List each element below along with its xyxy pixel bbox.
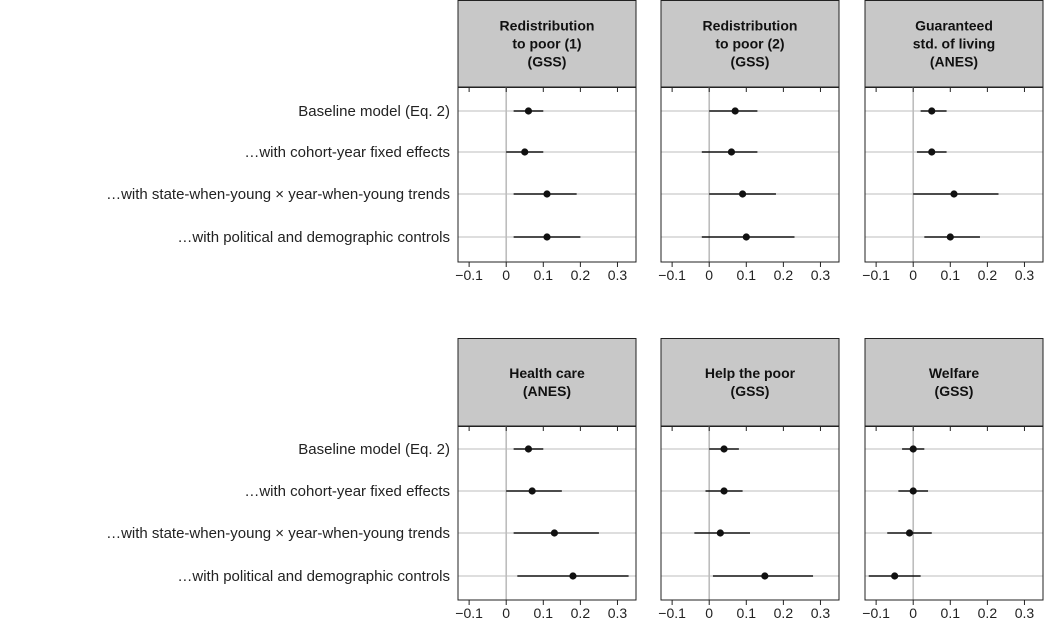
panel-4-point-3 [550, 529, 559, 537]
row-label-2-4: …with political and demographic controls [177, 568, 450, 585]
panel-2-tick-label-5: 0.3 [811, 267, 831, 283]
panel-1-title-line-1: Redistribution [500, 18, 595, 34]
panel-5-tick-label-4: 0.2 [774, 605, 794, 621]
panel-3-point-1 [928, 107, 936, 115]
panel-5-title-line-1: Help the poor [705, 365, 796, 381]
panel-5-tick-label-3: 0.1 [737, 605, 757, 621]
panel-2-tick-label-1: −0.1 [658, 267, 686, 283]
panel-5-tick-label-1: −0.1 [658, 605, 686, 621]
panel-2-point-4 [742, 233, 750, 241]
panel-4-point-2 [528, 487, 536, 495]
panel-3-title-line-1: Guaranteed [915, 18, 993, 34]
panel-1-tick-label-1: −0.1 [455, 267, 483, 283]
panel-5-tick-label-2: 0 [705, 605, 713, 621]
panel-5-tick-label-5: 0.3 [811, 605, 831, 621]
panel-2-frame [660, 86, 840, 263]
row-label-1-1: Baseline model (Eq. 2) [298, 103, 450, 120]
panel-6-tick-label-3: 0.1 [941, 605, 961, 621]
panel-1-frame [457, 86, 637, 263]
panel-1-tick-label-4: 0.2 [571, 267, 591, 283]
panel-6-tick-label-4: 0.2 [978, 605, 998, 621]
panel-3-tick-label-1: −0.1 [862, 267, 890, 283]
row-label-2-3: …with state-when-young × year-when-young… [106, 525, 450, 542]
panel-4-title-line-2: (ANES) [523, 383, 571, 399]
panel-3-tick-label-5: 0.3 [1015, 267, 1035, 283]
row-label-1-3: …with state-when-young × year-when-young… [106, 186, 450, 203]
panel-1-title-strip [457, 0, 637, 88]
panel-3-tick-label-3: 0.1 [941, 267, 961, 283]
panel-4-tick-label-4: 0.2 [571, 605, 591, 621]
panel-5-point-4 [761, 572, 769, 580]
panel-2-tick-label-4: 0.2 [774, 267, 794, 283]
row-label-2-1: Baseline model (Eq. 2) [298, 441, 450, 458]
panel-4-frame [457, 425, 637, 601]
panel-3-point-4 [946, 233, 954, 241]
panel-6-tick-label-1: −0.1 [862, 605, 890, 621]
panel-1-point-4 [543, 233, 551, 241]
panel-2-title-line-2: to poor (2) [715, 36, 784, 52]
panel-2-point-2 [727, 148, 736, 156]
row-label-2-2: …with cohort-year fixed effects [244, 483, 450, 500]
panel-5-frame [660, 425, 840, 601]
panel-5-point-1 [720, 445, 728, 453]
panel-3-title-line-2: std. of living [913, 36, 995, 52]
panel-3-point-2 [928, 148, 936, 156]
panel-4-tick-label-5: 0.3 [608, 605, 628, 621]
panel-3-tick-label-4: 0.2 [978, 267, 998, 283]
panel-2-title-line-1: Redistribution [703, 18, 798, 34]
panel-4-tick-label-3: 0.1 [534, 605, 554, 621]
panel-1-tick-label-2: 0 [502, 267, 510, 283]
panel-2-tick-label-3: 0.1 [737, 267, 757, 283]
panel-5-point-3 [716, 529, 724, 537]
panel-3-title-strip [864, 0, 1044, 88]
panel-3-point-3 [950, 190, 958, 198]
panel-5-point-2 [720, 487, 728, 495]
panel-1-tick-label-5: 0.3 [608, 267, 628, 283]
panel-4-title-strip [457, 338, 637, 427]
panel-5-title-line-2: (GSS) [731, 383, 770, 399]
panel-4-title-line-1: Health care [509, 365, 585, 381]
panel-4-point-4 [569, 572, 577, 580]
panel-4-tick-label-1: −0.1 [455, 605, 483, 621]
panel-3-frame [864, 86, 1044, 263]
panel-6-title-line-1: Welfare [929, 365, 980, 381]
panel-6-point-2 [909, 487, 917, 495]
panel-6-title-strip [864, 338, 1044, 427]
panel-3-tick-label-2: 0 [909, 267, 917, 283]
panel-6-point-1 [909, 445, 917, 453]
row-label-1-2: …with cohort-year fixed effects [244, 144, 450, 161]
panel-1-point-3 [543, 190, 551, 198]
panel-1-title-line-3: (GSS) [528, 54, 567, 70]
panel-1-point-1 [524, 107, 533, 115]
panel-6-point-4 [891, 572, 899, 580]
panel-4-point-1 [524, 445, 533, 453]
panel-6-frame [864, 425, 1044, 601]
panel-2-title-line-3: (GSS) [731, 54, 770, 70]
panel-1-point-2 [521, 148, 529, 156]
panel-2-tick-label-2: 0 [705, 267, 713, 283]
panel-5-title-strip [660, 338, 840, 427]
panel-6-tick-label-2: 0 [909, 605, 917, 621]
panel-4-tick-label-2: 0 [502, 605, 510, 621]
panel-6-title-line-2: (GSS) [935, 383, 974, 399]
panel-3-title-line-3: (ANES) [930, 54, 978, 70]
panel-1-tick-label-3: 0.1 [534, 267, 554, 283]
panel-2-point-3 [738, 190, 747, 198]
row-label-1-4: …with political and demographic controls [177, 229, 450, 246]
panel-6-point-3 [905, 529, 914, 537]
panel-2-point-1 [731, 107, 739, 115]
panel-1-title-line-2: to poor (1) [512, 36, 581, 52]
panel-6-tick-label-5: 0.3 [1015, 605, 1035, 621]
